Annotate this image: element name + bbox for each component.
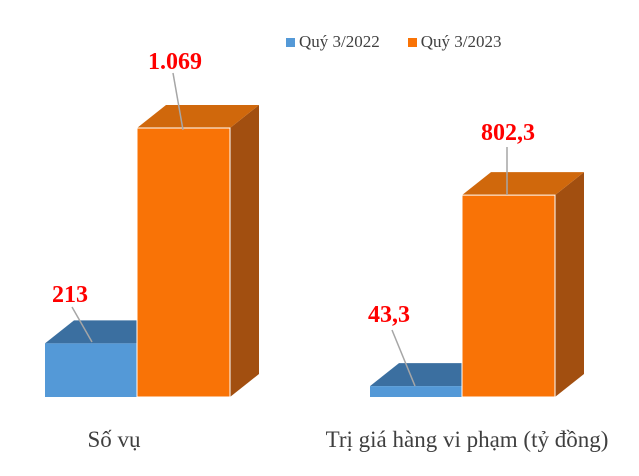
value-label-quy-3-2022-so-vu: 213 (52, 282, 88, 308)
value-label-quy-3-2023-tri-gia-hang-vi-pham-ty-ong: 802,3 (481, 120, 535, 146)
leader-line-quy-3-2022-tri-gia-hang-vi-pham-ty-ong (391, 329, 416, 387)
value-label-quy-3-2023-so-vu: 1.069 (148, 49, 202, 75)
bar-top-quy-3-2023-tri-gia-hang-vi-pham-ty-ong (462, 172, 584, 196)
bar-front-quy-3-2023-tri-gia-hang-vi-pham-ty-ong (461, 194, 556, 398)
legend-swatch-quy-3-2022 (286, 37, 295, 47)
legend-item-quy-3-2022: Quý 3/2022 (286, 33, 380, 50)
bar-side-quy-3-2023-tri-gia-hang-vi-pham-ty-ong (555, 172, 584, 397)
legend-swatch-quy-3-2023 (407, 37, 417, 47)
category-label-so-vu: Số vụ (87, 427, 141, 452)
bar-front-quy-3-2022-so-vu (45, 343, 138, 397)
legend: Quý 3/2022 Quý 3/2023 (286, 33, 502, 50)
bar-side-quy-3-2023-so-vu (230, 105, 259, 397)
value-label-quy-3-2022-tri-gia-hang-vi-pham-ty-ong: 43,3 (368, 302, 410, 328)
bar-top-quy-3-2023-so-vu (137, 105, 259, 128)
bar-front-quy-3-2022-tri-gia-hang-vi-pham-ty-ong (370, 386, 463, 397)
bar-front-quy-3-2023-so-vu (136, 127, 231, 398)
legend-label-quy-3-2023: Quý 3/2023 (420, 32, 502, 51)
category-label-tri-gia-hang-vi-pham: Trị giá hàng vi phạm (tỷ đồng) (325, 427, 609, 452)
legend-label-quy-3-2022: Quý 3/2022 (299, 32, 380, 51)
leader-line-quy-3-2022-so-vu (71, 306, 93, 343)
leader-line-quy-3-2023-so-vu (172, 72, 184, 131)
legend-item-quy-3-2023: Quý 3/2023 (407, 32, 502, 51)
